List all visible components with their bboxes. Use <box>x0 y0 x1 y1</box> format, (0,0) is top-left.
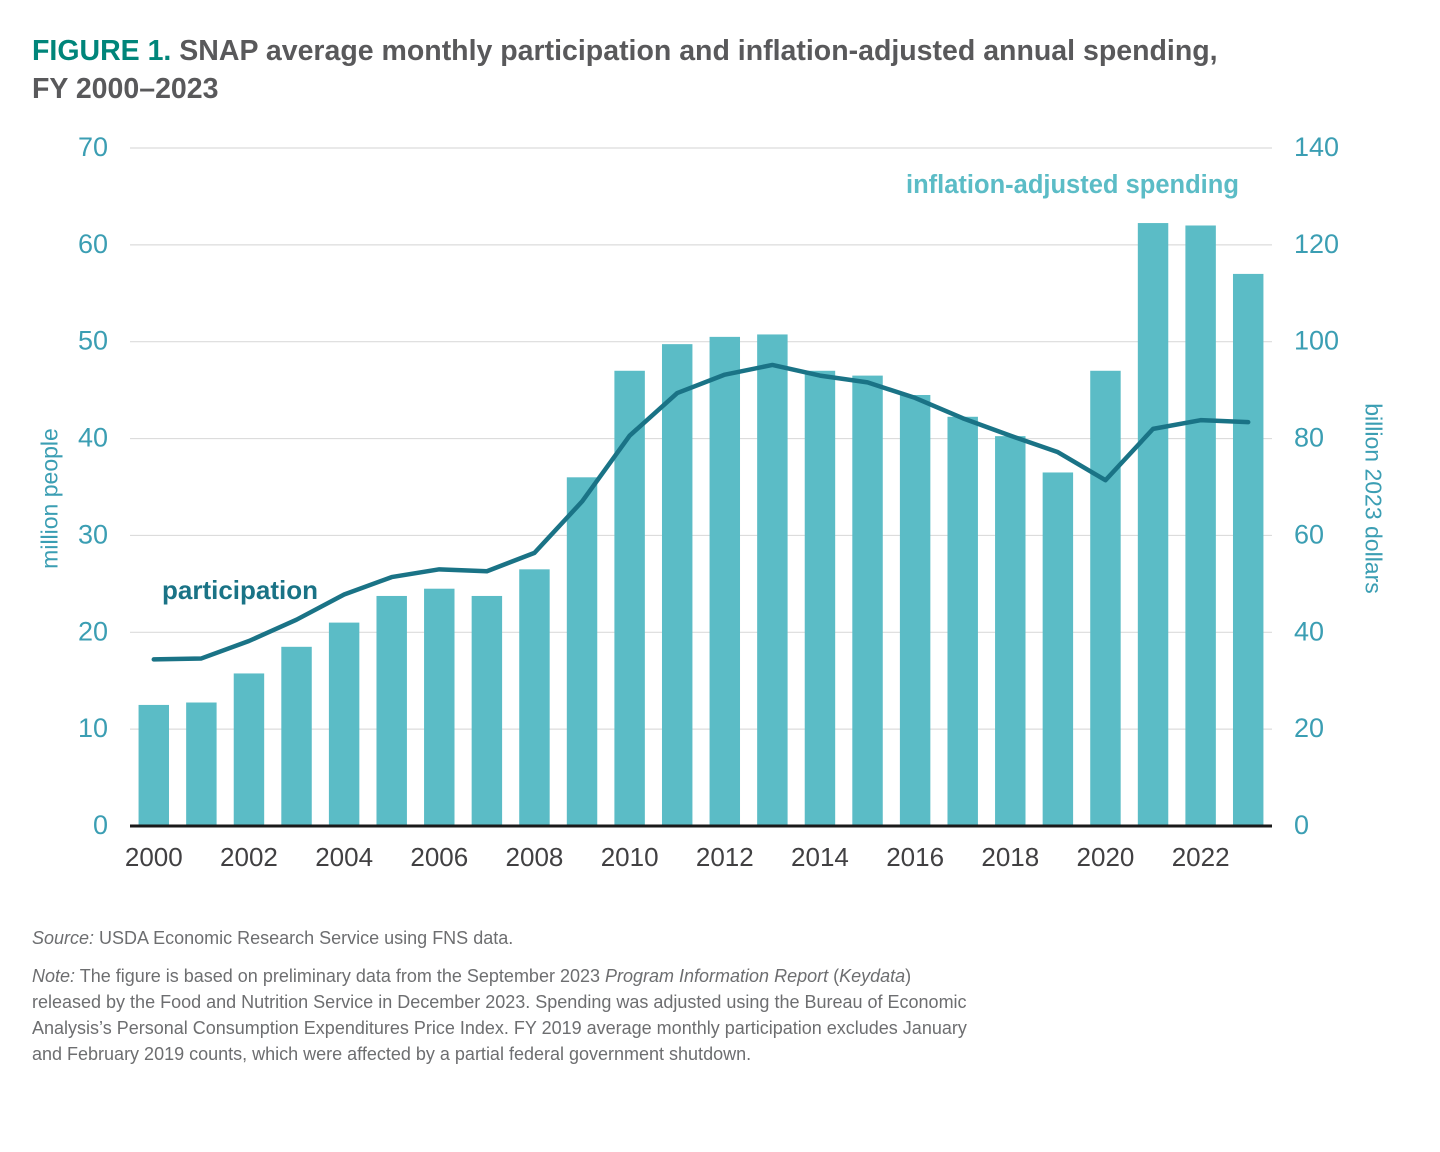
svg-text:70: 70 <box>78 132 108 162</box>
svg-text:2020: 2020 <box>1077 842 1135 872</box>
svg-text:40: 40 <box>1294 616 1324 646</box>
svg-text:2014: 2014 <box>791 842 849 872</box>
svg-text:80: 80 <box>1294 423 1324 453</box>
svg-text:0: 0 <box>1294 810 1309 840</box>
svg-text:40: 40 <box>78 423 108 453</box>
svg-text:2000: 2000 <box>125 842 183 872</box>
svg-text:participation: participation <box>162 575 318 605</box>
svg-text:0: 0 <box>93 810 108 840</box>
svg-text:100: 100 <box>1294 326 1339 356</box>
svg-text:2016: 2016 <box>886 842 944 872</box>
svg-text:30: 30 <box>78 519 108 549</box>
svg-text:50: 50 <box>78 326 108 356</box>
svg-text:2018: 2018 <box>981 842 1039 872</box>
svg-text:10: 10 <box>78 713 108 743</box>
svg-text:60: 60 <box>78 229 108 259</box>
svg-text:20: 20 <box>1294 713 1324 743</box>
svg-text:20: 20 <box>78 616 108 646</box>
svg-text:2006: 2006 <box>410 842 468 872</box>
svg-text:2022: 2022 <box>1172 842 1230 872</box>
svg-text:2002: 2002 <box>220 842 278 872</box>
svg-text:140: 140 <box>1294 132 1339 162</box>
svg-text:2004: 2004 <box>315 842 373 872</box>
svg-text:60: 60 <box>1294 519 1324 549</box>
svg-text:2012: 2012 <box>696 842 754 872</box>
svg-text:2010: 2010 <box>601 842 659 872</box>
svg-text:120: 120 <box>1294 229 1339 259</box>
svg-text:2008: 2008 <box>506 842 564 872</box>
svg-text:inflation-adjusted spending: inflation-adjusted spending <box>906 171 1239 199</box>
